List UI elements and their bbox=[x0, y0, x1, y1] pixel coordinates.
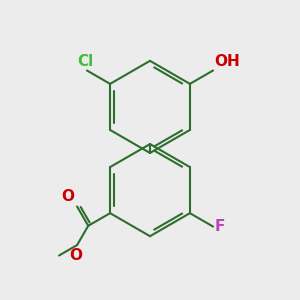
Text: O: O bbox=[61, 188, 74, 203]
Text: F: F bbox=[214, 219, 225, 234]
Text: OH: OH bbox=[214, 54, 240, 69]
Text: O: O bbox=[69, 248, 82, 263]
Text: Cl: Cl bbox=[77, 54, 94, 69]
